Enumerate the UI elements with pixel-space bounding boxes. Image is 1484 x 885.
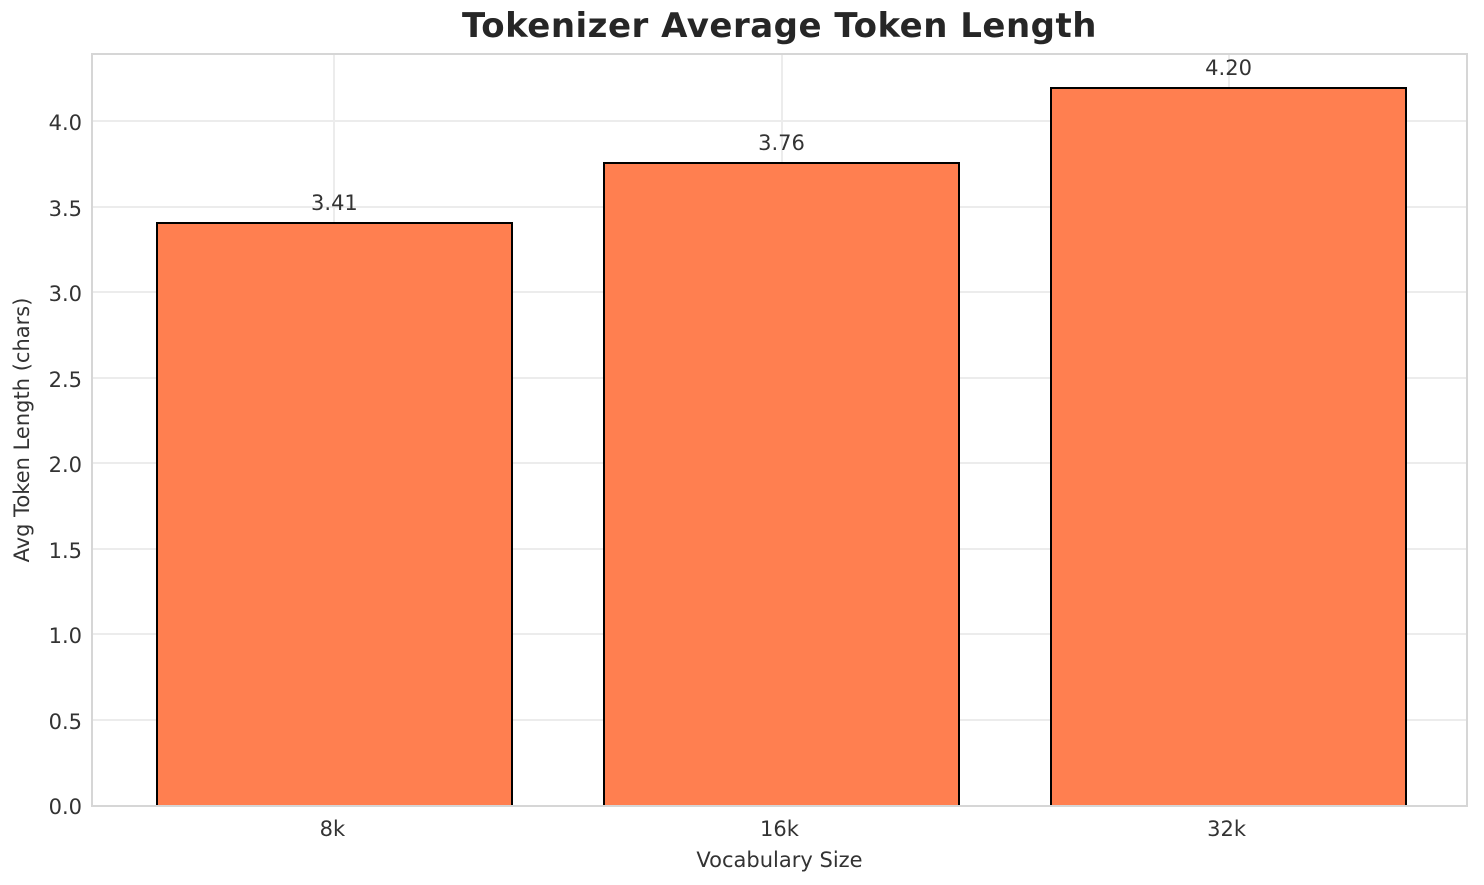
ytick-label-0.5: 0.5 xyxy=(48,709,82,734)
ytick-label-3.0: 3.0 xyxy=(48,282,82,307)
chart-title: Tokenizer Average Token Length xyxy=(462,6,1097,46)
ytick-label-1.0: 1.0 xyxy=(48,624,82,649)
ytick-label-2.0: 2.0 xyxy=(48,453,82,478)
x-axis-label: Vocabulary Size xyxy=(696,848,863,872)
ytick-label-3.5: 3.5 xyxy=(48,196,82,221)
gridline-y-4 xyxy=(93,120,1466,123)
plot-area: 3.41 3.76 4.20 xyxy=(91,53,1468,807)
bar-value-label-8k: 3.41 xyxy=(311,190,358,215)
xtick-label-8k: 8k xyxy=(319,817,346,841)
y-axis-label: Avg Token Length (chars) xyxy=(10,297,34,563)
ytick-label-2.5: 2.5 xyxy=(48,367,82,392)
ytick-label-0.0: 0.0 xyxy=(48,795,82,819)
xtick-label-16k: 16k xyxy=(760,817,799,841)
ytick-label-1.5: 1.5 xyxy=(48,538,82,563)
xtick-label-32k: 32k xyxy=(1207,817,1247,841)
ytick-label-4.0: 4.0 xyxy=(48,111,82,136)
bar-32k xyxy=(1049,86,1408,805)
bar-value-label-32k: 4.20 xyxy=(1205,55,1252,80)
bar-value-label-16k: 3.76 xyxy=(758,131,805,156)
bar-16k xyxy=(602,162,961,805)
bar-8k xyxy=(155,221,514,805)
